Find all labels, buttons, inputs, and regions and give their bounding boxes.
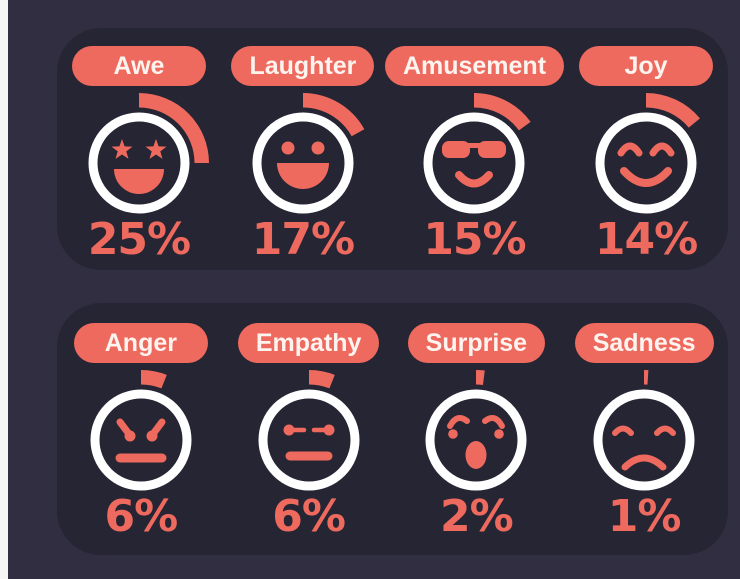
gauge-arc-amusement [474,93,532,131]
face-surprise-icon [425,370,527,491]
face-features-anger [115,418,167,463]
face-ring-joy [595,112,697,214]
face-features-awe [111,139,167,194]
emotion-cell-surprise: Surprise 2% [393,323,561,555]
gauge-arc-anger [140,370,167,389]
face-laughter-icon [252,93,365,214]
face-ring-empathy [258,389,360,491]
percent-value-laughter: 17% [251,214,355,265]
face-ring-surprise [425,389,527,491]
emotion-infographic: Awe 25% Laughter 17% Amusement 15% Joy 14% Ange… [57,28,728,555]
percent-value-joy: 14% [594,214,698,265]
emotion-label-sadness: Sadness [574,323,714,363]
face-features-surprise [447,414,506,469]
face-amusement-icon [423,93,532,214]
gauge-arc-empathy [308,370,335,389]
face-ring-amusement [423,112,525,214]
percent-value-sadness: 1% [607,491,682,542]
emotion-label-empathy: Empathy [237,323,380,363]
gauge-arc-sadness [644,370,649,385]
gauge-arc-surprise [476,370,486,385]
face-features-joy [617,142,675,187]
percent-value-awe: 25% [87,214,191,265]
emotion-cell-awe: Awe 25% [57,46,221,270]
panel-bottom-emotions: Anger 6% Empathy 6% Surprise 2% Sadness 1% [57,303,728,555]
emotion-label-amusement: Amusement [384,46,565,86]
face-anger-icon [90,370,192,491]
face-features-laughter [276,141,329,189]
face-joy-icon [595,93,700,214]
emotion-cell-laughter: Laughter 17% [221,46,385,270]
percent-value-amusement: 15% [423,214,526,265]
face-empathy-icon [258,370,360,491]
face-sadness-icon [593,370,695,491]
gauge-arc-joy [646,93,700,128]
emotion-cell-anger: Anger 6% [57,323,225,555]
percent-value-surprise: 2% [440,491,514,542]
emotion-label-joy: Joy [579,46,714,86]
emotion-cell-amusement: Amusement 15% [384,46,565,270]
left-edge-strip [0,0,8,579]
face-ring-awe [88,112,190,214]
panel-top-emotions: Awe 25% Laughter 17% Amusement 15% Joy 14% [57,28,728,270]
emotion-cell-joy: Joy 14% [564,46,728,270]
percent-value-anger: 6% [104,491,179,542]
gauge-arc-laughter [302,93,365,137]
face-ring-sadness [593,389,695,491]
emotion-label-surprise: Surprise [407,323,546,363]
emotion-label-laughter: Laughter [231,46,375,86]
emotion-cell-sadness: Sadness 1% [560,323,728,555]
emotion-label-awe: Awe [71,46,206,86]
emotion-cell-empathy: Empathy 6% [225,323,393,555]
face-ring-anger [90,389,192,491]
emotion-label-anger: Anger [73,323,208,363]
gauge-arc-awe [138,93,209,163]
face-ring-laughter [252,112,354,214]
face-awe-icon [88,93,209,214]
percent-value-empathy: 6% [272,491,346,542]
face-features-amusement [442,141,507,188]
face-features-sadness [612,425,677,471]
face-features-empathy [283,424,335,461]
